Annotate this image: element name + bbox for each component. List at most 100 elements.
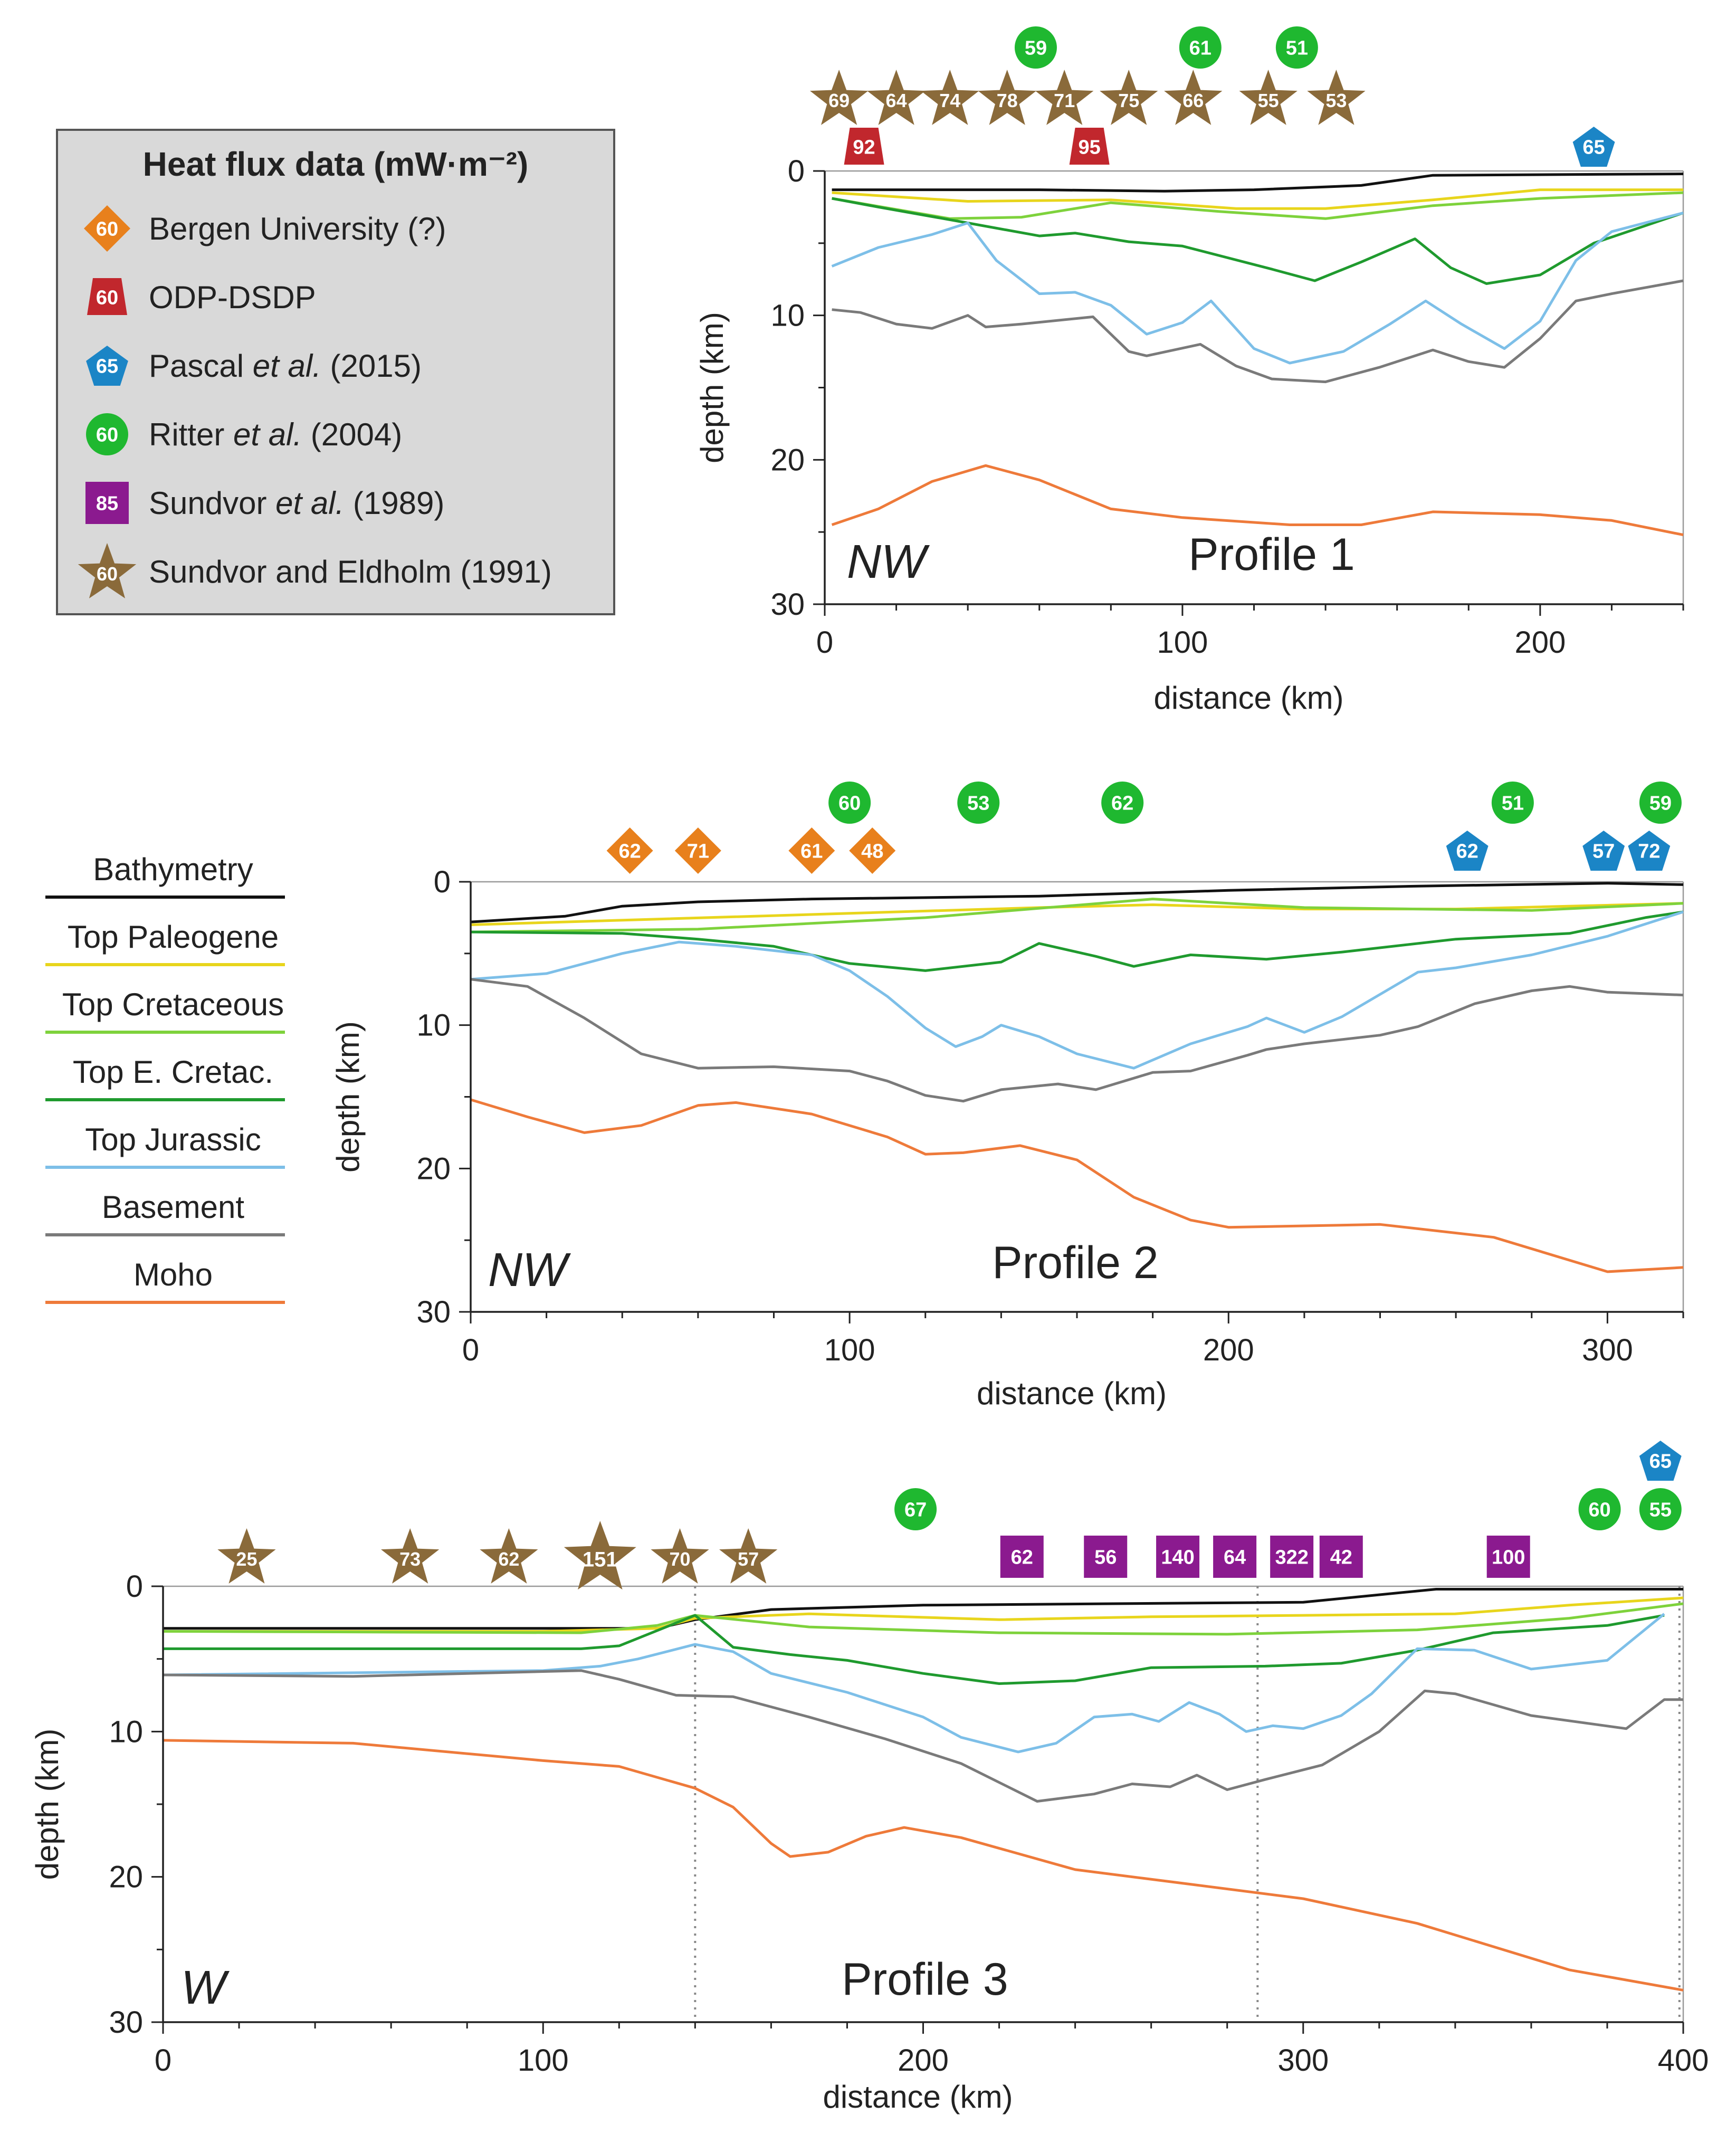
x-tick-label: 300 <box>1582 1333 1633 1367</box>
heat-flux-marker-star: 25 <box>217 1528 276 1584</box>
y-axis-title: depth (km) <box>330 1021 366 1173</box>
heat-flux-marker-pentagon: 57 <box>1582 831 1625 871</box>
heat-flux-marker-star: 74 <box>921 70 979 125</box>
heat-legend-marker-trapezoid: 60 <box>87 278 127 315</box>
x-tick-label: 0 <box>155 2043 171 2078</box>
heat-flux-marker-star: 66 <box>1164 70 1223 125</box>
y-tick-label: 10 <box>109 1715 143 1749</box>
heat-flux-marker-circle-value: 51 <box>1502 793 1524 815</box>
heat-flux-marker-circle-value: 60 <box>1588 1499 1610 1521</box>
x-axis-title: distance (km) <box>1153 680 1343 716</box>
series-line-top-paleogene <box>470 902 1684 926</box>
heat-flux-marker-square: 64 <box>1213 1536 1257 1578</box>
heat-flux-marker-star: 75 <box>1100 70 1158 125</box>
horizon-legend: Bathymetry Top Paleogene Top Cretaceous Top… <box>45 852 285 1304</box>
heat-flux-marker-star: 70 <box>651 1528 709 1584</box>
heat-flux-marker-circle: 51 <box>1275 26 1318 69</box>
heat-flux-marker-trapezoid-value: 95 <box>1079 137 1101 159</box>
heat-flux-marker-trapezoid: 92 <box>844 128 884 165</box>
heat-flux-marker-square: 56 <box>1084 1536 1128 1578</box>
heat-legend-marker-square-value: 85 <box>96 493 118 515</box>
heat-flux-marker-pentagon-value: 62 <box>1456 841 1479 863</box>
y-tick-label: 0 <box>126 1569 143 1604</box>
heat-flux-marker-star: 73 <box>381 1528 440 1584</box>
series-line-bathymetry <box>832 173 1684 193</box>
series-line-top-e-cretac- <box>832 197 1684 285</box>
heat-flux-legend: Heat flux data (mW·m⁻²) 60 Bergen Univers… <box>56 129 615 615</box>
horizon-legend-label: Top Jurassic <box>85 1122 261 1157</box>
heat-flux-marker-circle: 53 <box>957 782 1000 824</box>
heat-flux-marker-square: 100 <box>1486 1536 1530 1578</box>
heat-flux-marker-circle: 55 <box>1639 1488 1682 1530</box>
heat-flux-marker-pentagon: 72 <box>1628 831 1671 871</box>
heat-flux-marker-circle-value: 51 <box>1286 37 1308 60</box>
heat-flux-marker-pentagon-value: 57 <box>1592 841 1615 863</box>
heat-legend-label: ODP-DSDP <box>149 280 316 315</box>
heat-flux-legend-box <box>56 129 615 615</box>
y-tick-label: 20 <box>416 1151 451 1186</box>
direction-label: NW <box>847 536 930 588</box>
heat-flux-marker-square: 42 <box>1319 1536 1363 1578</box>
heat-legend-marker-square: 85 <box>85 482 129 524</box>
heat-legend-marker-circle: 60 <box>86 413 128 455</box>
heat-legend-marker-star-value: 60 <box>97 563 118 585</box>
heat-flux-marker-circle: 61 <box>1179 26 1222 69</box>
heat-legend-marker-circle-value: 60 <box>96 424 118 446</box>
profile-title: Profile 1 <box>1188 529 1355 580</box>
heat-flux-marker-square: 62 <box>1000 1536 1044 1578</box>
series-line-top-jurassic <box>831 211 1684 365</box>
x-tick-label: 200 <box>898 2043 949 2078</box>
series-line-top-jurassic <box>163 1613 1665 1754</box>
series-line-moho <box>470 1098 1684 1273</box>
x-tick-label: 100 <box>824 1333 875 1367</box>
heat-legend-marker-pentagon: 65 <box>86 346 128 386</box>
heat-flux-marker-star-value: 62 <box>498 1548 519 1570</box>
y-tick-label: 20 <box>109 1860 143 1894</box>
series-line-top-cretaceous <box>163 1602 1684 1636</box>
heat-flux-marker-square-value: 100 <box>1492 1547 1525 1569</box>
heat-flux-marker-pentagon: 62 <box>1446 831 1489 871</box>
x-tick-label: 400 <box>1658 2043 1709 2078</box>
heat-flux-marker-circle-value: 67 <box>904 1499 927 1521</box>
heat-flux-marker-star-value: 66 <box>1182 90 1204 111</box>
heat-flux-marker-circle-value: 60 <box>838 793 861 815</box>
heat-legend-label: Ritter et al. (2004) <box>149 417 402 452</box>
y-tick-label: 30 <box>109 2005 143 2040</box>
heat-flux-marker-pentagon: 65 <box>1572 127 1615 167</box>
heat-flux-marker-star-value: 55 <box>1258 90 1279 111</box>
heat-legend-marker-diamond-value: 60 <box>96 218 118 241</box>
horizon-legend-label: Top Cretaceous <box>62 987 284 1022</box>
heat-flux-marker-diamond-value: 61 <box>800 841 823 863</box>
heat-flux-marker-star: 151 <box>564 1521 636 1590</box>
y-tick-label: 10 <box>416 1008 451 1043</box>
heat-flux-marker-square: 322 <box>1270 1536 1314 1578</box>
heat-flux-legend-title: Heat flux data (mW·m⁻²) <box>143 145 529 183</box>
direction-label: W <box>181 1961 230 2014</box>
horizon-legend-label: Top Paleogene <box>68 919 279 955</box>
y-tick-label: 30 <box>770 587 805 622</box>
heat-flux-marker-square: 140 <box>1156 1536 1200 1578</box>
x-axis-title: distance (km) <box>823 2079 1013 2115</box>
heat-flux-marker-diamond-value: 62 <box>618 841 641 863</box>
heat-flux-marker-pentagon-value: 72 <box>1638 841 1660 863</box>
heat-flux-marker-trapezoid: 95 <box>1069 128 1110 165</box>
horizon-legend-label: Top E. Cretac. <box>73 1054 273 1090</box>
heat-legend-marker-trapezoid-value: 60 <box>96 287 118 309</box>
heat-legend-label: Bergen University (?) <box>149 211 446 246</box>
series-line-basement <box>470 978 1684 1103</box>
heat-flux-marker-circle: 59 <box>1014 26 1057 69</box>
y-tick-label: 0 <box>788 154 805 188</box>
heat-flux-marker-star-value: 69 <box>828 90 850 111</box>
y-tick-label: 0 <box>434 865 451 899</box>
heat-flux-marker-square-value: 42 <box>1330 1547 1352 1569</box>
heat-flux-marker-diamond-value: 48 <box>861 841 883 863</box>
horizon-legend-label: Basement <box>102 1189 244 1225</box>
heat-legend-marker-pentagon-value: 65 <box>96 356 118 378</box>
heat-flux-marker-diamond: 61 <box>788 827 835 874</box>
heat-flux-marker-star: 55 <box>1239 70 1298 125</box>
heat-flux-marker-star: 78 <box>978 70 1036 125</box>
heat-flux-marker-pentagon: 65 <box>1639 1441 1682 1481</box>
series-line-moho <box>831 464 1684 537</box>
heat-flux-marker-pentagon-value: 65 <box>1582 137 1605 159</box>
heat-flux-marker-circle-value: 59 <box>1025 37 1047 60</box>
